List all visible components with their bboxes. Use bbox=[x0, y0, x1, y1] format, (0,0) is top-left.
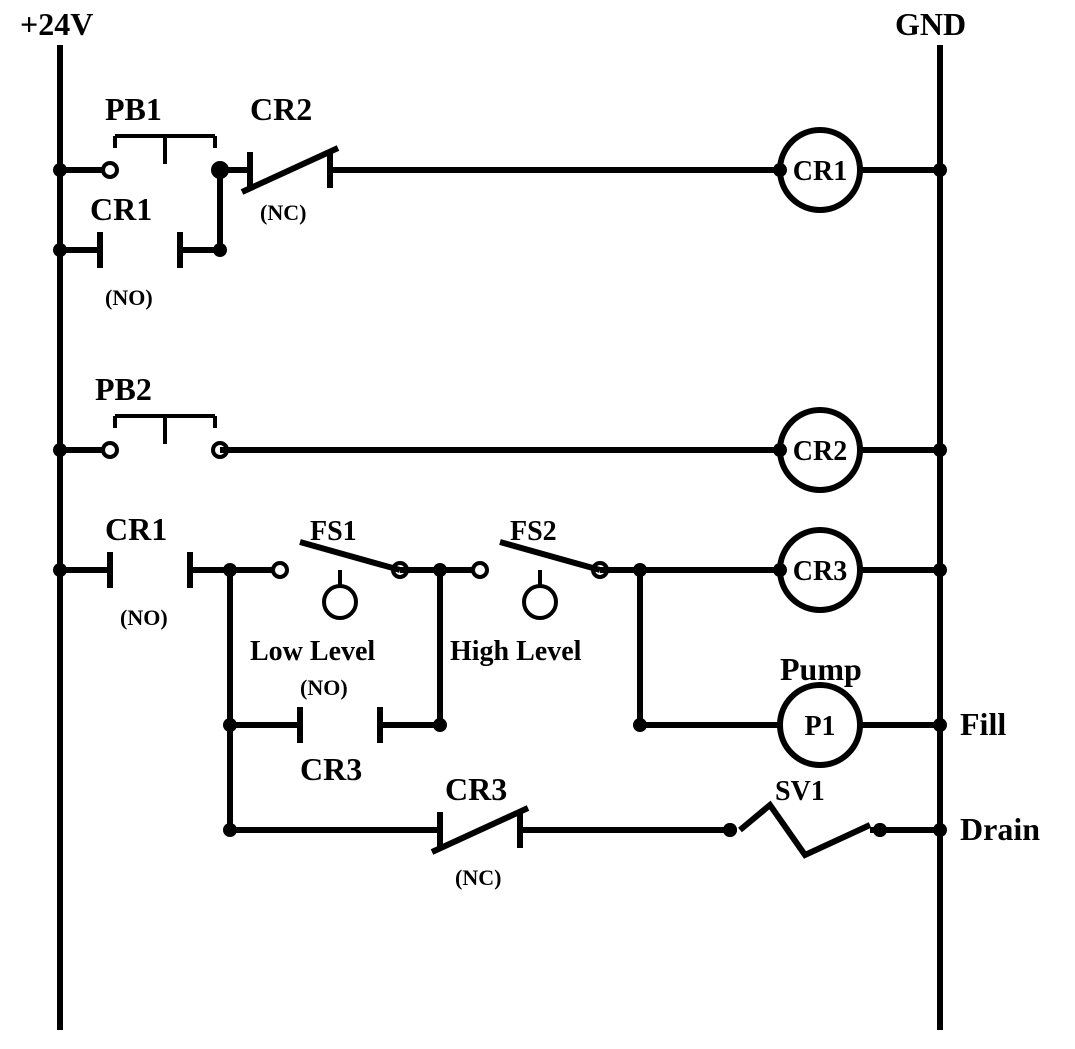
sv1-label: SV1 bbox=[775, 776, 825, 807]
cr1-no-sub: (NO) bbox=[120, 605, 168, 630]
junction-node bbox=[933, 823, 947, 837]
junction-node bbox=[53, 243, 67, 257]
coil-cr3-label: CR3 bbox=[793, 556, 847, 587]
cr2-nc-slash bbox=[242, 148, 338, 192]
drain-label: Drain bbox=[960, 811, 1040, 847]
junction-node bbox=[633, 563, 647, 577]
fs1-label: FS1 bbox=[310, 516, 357, 547]
cr1-no-label: CR1 bbox=[105, 511, 167, 547]
pb1-label: PB1 bbox=[105, 91, 162, 127]
coil-cr2-label: CR2 bbox=[793, 436, 847, 467]
junction-node bbox=[223, 718, 237, 732]
cr3-nc-sub: (NC) bbox=[455, 865, 501, 890]
junction-node bbox=[773, 163, 787, 177]
cr3-nc-slash bbox=[432, 808, 528, 852]
terminal bbox=[103, 163, 117, 177]
junction-node bbox=[223, 823, 237, 837]
junction-node bbox=[933, 718, 947, 732]
coil-cr1-label: CR1 bbox=[793, 156, 847, 187]
terminal bbox=[273, 563, 287, 577]
cr1-no-seal-sub: (NO) bbox=[105, 285, 153, 310]
junction-node bbox=[773, 563, 787, 577]
fs2-sub: High Level bbox=[450, 636, 582, 667]
junction-node bbox=[933, 163, 947, 177]
junction-node bbox=[773, 443, 787, 457]
rail-right-label: GND bbox=[895, 6, 966, 42]
junction-node bbox=[933, 563, 947, 577]
junction-node bbox=[53, 163, 67, 177]
fs1-sub: Low Level bbox=[250, 636, 375, 667]
terminal bbox=[103, 443, 117, 457]
junction-node bbox=[223, 563, 237, 577]
fill-label: Fill bbox=[960, 706, 1006, 742]
cr2-nc-sub: (NC) bbox=[260, 200, 306, 225]
rail-left-label: +24V bbox=[20, 6, 93, 42]
fs1-subb: (NO) bbox=[300, 675, 348, 700]
junction-node bbox=[53, 563, 67, 577]
junction-node bbox=[213, 163, 227, 177]
cr3-seal-label: CR3 bbox=[300, 751, 362, 787]
sv1 bbox=[740, 805, 870, 855]
terminal bbox=[473, 563, 487, 577]
pb2-label: PB2 bbox=[95, 371, 152, 407]
cr3-nc-label: CR3 bbox=[445, 771, 507, 807]
fs1-float bbox=[324, 586, 356, 618]
junction-node bbox=[723, 823, 737, 837]
cr2-nc-label: CR2 bbox=[250, 91, 312, 127]
fs2-float bbox=[524, 586, 556, 618]
junction-node bbox=[633, 718, 647, 732]
junction-node bbox=[873, 823, 887, 837]
pump-label: Pump bbox=[780, 651, 862, 687]
junction-node bbox=[213, 243, 227, 257]
cr1-no-seal-label: CR1 bbox=[90, 191, 152, 227]
junction-node bbox=[433, 563, 447, 577]
pump-p1-label: P1 bbox=[804, 711, 835, 742]
junction-node bbox=[53, 443, 67, 457]
junction-node bbox=[433, 718, 447, 732]
junction-node bbox=[933, 443, 947, 457]
fs2-label: FS2 bbox=[510, 516, 557, 547]
